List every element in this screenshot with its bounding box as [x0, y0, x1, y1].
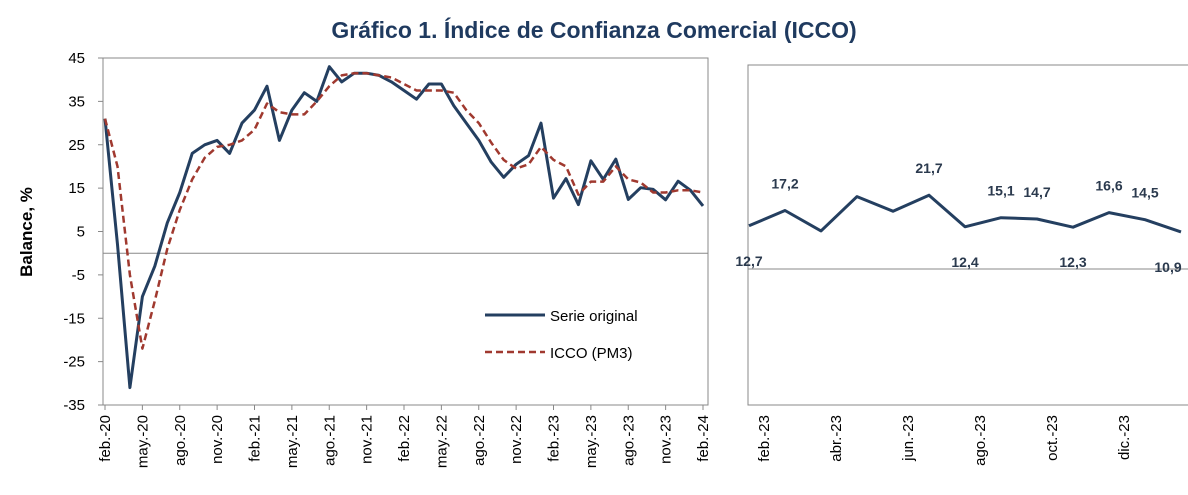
data-line	[103, 65, 705, 390]
value-label: 12,7	[735, 253, 762, 269]
x-tick-label: may.-22	[433, 415, 450, 468]
value-label: 16,6	[1095, 178, 1122, 194]
x-tick-label: jun.-23	[900, 415, 917, 462]
y-tick-label: 15	[68, 180, 85, 197]
x-tick-label: oct.-23	[1044, 415, 1061, 461]
x-tick-label: may.-21	[284, 415, 301, 468]
x-tick-label: ago.-20	[172, 415, 189, 466]
y-tick-label: -15	[63, 310, 85, 327]
y-tick-label: 5	[77, 224, 85, 241]
value-label: 12,3	[1059, 254, 1086, 270]
x-tick-label: feb.-24	[695, 415, 712, 462]
x-tick-label: may.-20	[134, 415, 151, 468]
x-tick-label: nov.-21	[359, 415, 376, 464]
x-tick-label: ago.-23	[620, 415, 637, 466]
legend-label: ICCO (PM3)	[550, 345, 633, 362]
x-tick-label: may.-23	[583, 415, 600, 468]
y-tick-label: 25	[68, 137, 85, 154]
plot-frame	[747, 64, 1188, 406]
value-label: 10,9	[1154, 259, 1181, 275]
value-label: 17,2	[771, 176, 798, 192]
x-tick-label: feb.-20	[97, 415, 114, 462]
data-line	[103, 71, 704, 350]
x-tick-label: feb.-23	[756, 415, 773, 462]
legend-label: Serie original	[550, 308, 638, 325]
y-axis-title: Balance, %	[17, 187, 36, 277]
x-tick-label: feb.-23	[546, 415, 563, 462]
value-label: 15,1	[987, 183, 1014, 199]
x-tick-label: feb.-21	[247, 415, 264, 462]
y-tick-label: -25	[63, 354, 85, 371]
x-tick-label: abr.-23	[828, 415, 845, 462]
x-tick-label: nov.-23	[658, 415, 675, 464]
x-tick-label: nov.-20	[209, 415, 226, 464]
y-tick-label: 45	[68, 50, 85, 67]
value-label: 12,4	[951, 254, 978, 270]
x-tick-label: nov.-22	[508, 415, 525, 464]
x-tick-label: dic.-23	[1116, 415, 1133, 460]
x-tick-label: ago.-23	[972, 415, 989, 466]
y-tick-label: -35	[63, 397, 85, 414]
x-tick-label: ago.-21	[321, 415, 338, 466]
y-tick-label: -5	[72, 267, 85, 284]
value-label: 14,7	[1023, 184, 1050, 200]
value-label: 21,7	[915, 160, 942, 176]
x-tick-label: feb.-22	[396, 415, 413, 462]
chart-title: Gráfico 1. Índice de Confianza Comercial…	[331, 16, 856, 43]
x-tick-label: ago.-22	[471, 415, 488, 466]
y-tick-label: 35	[68, 93, 85, 110]
value-label: 14,5	[1131, 185, 1158, 201]
data-line	[748, 193, 1182, 234]
